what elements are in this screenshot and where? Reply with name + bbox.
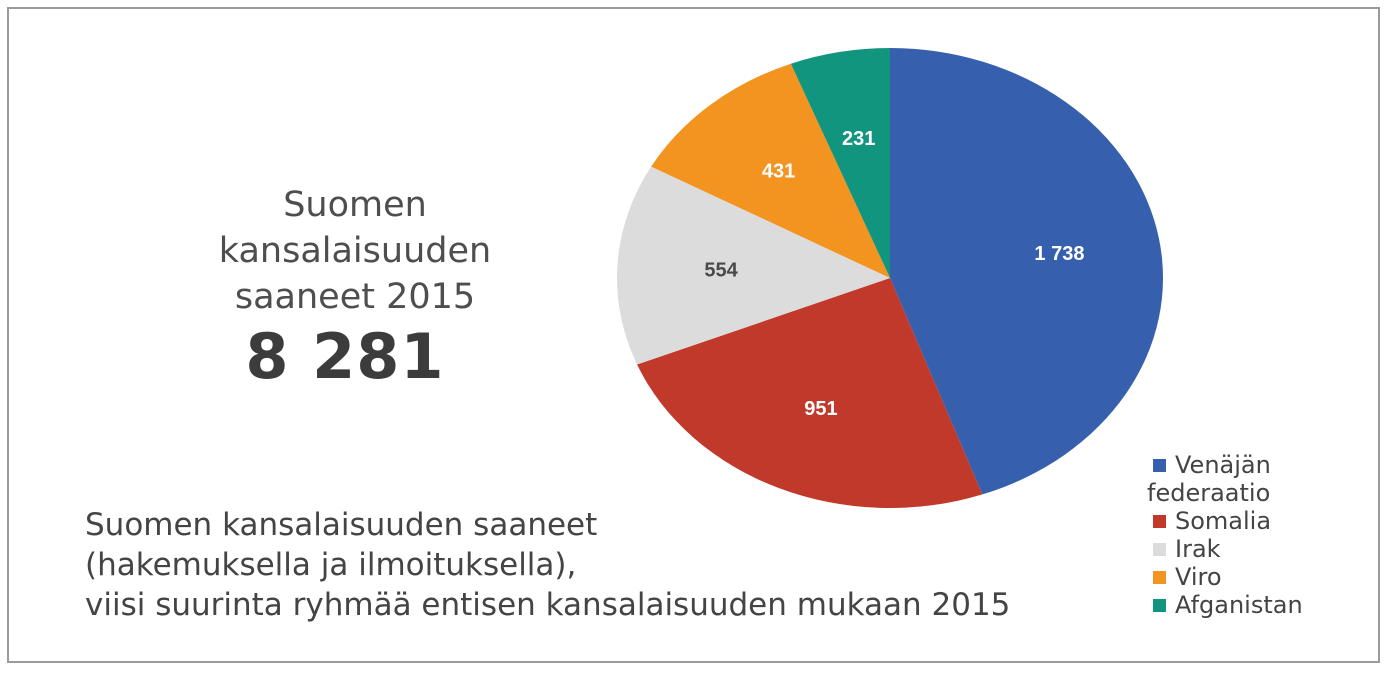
legend-label: Venäjän	[1175, 451, 1271, 479]
caption-line-1: Suomen kansalaisuuden saaneet	[85, 507, 598, 543]
pie-slice-label-1: 951	[804, 398, 837, 420]
pie-slice-2	[617, 166, 890, 365]
caption: Suomen kansalaisuuden saaneet (hakemukse…	[85, 505, 1010, 625]
headline-line-1: Suomen	[283, 185, 427, 225]
legend-swatch	[1153, 515, 1166, 528]
legend-swatch	[1153, 459, 1166, 472]
pie-slice-4	[790, 48, 890, 278]
legend-label: Viro	[1175, 563, 1222, 591]
legend-swatch	[1153, 543, 1166, 556]
pie-slice-label-4: 231	[842, 128, 875, 150]
legend-label: Afganistan	[1175, 591, 1303, 619]
pie-slice-label-2: 554	[704, 259, 738, 281]
legend-label: Irak	[1175, 535, 1221, 563]
pie-slice-label-0: 1 738	[1034, 243, 1084, 265]
legend-item-venaja-cont: federaatio	[1147, 479, 1303, 507]
legend-label: Somalia	[1175, 507, 1272, 535]
pie-slice-0	[890, 48, 1163, 495]
caption-line-3: viisi suurinta ryhmää entisen kansalaisu…	[85, 587, 1011, 623]
legend-label-cont: federaatio	[1147, 479, 1271, 507]
legend-swatch	[1153, 571, 1166, 584]
legend-item-irak: Irak	[1147, 535, 1303, 563]
legend: Venäjän federaatio Somalia Irak Viro Afg…	[1147, 451, 1303, 619]
legend-swatch	[1153, 599, 1166, 612]
headline-line-3: saaneet 2015	[234, 277, 476, 317]
pie-slice-3	[651, 63, 890, 278]
headline: Suomen kansalaisuuden saaneet 2015	[190, 182, 520, 320]
pie-slice-1	[637, 278, 983, 509]
caption-line-2: (hakemuksella ja ilmoituksella),	[85, 547, 577, 583]
pie-slice-label-3: 431	[762, 161, 795, 183]
legend-item-somalia: Somalia	[1147, 507, 1303, 535]
total-count: 8 281	[245, 320, 445, 393]
legend-item-venaja: Venäjän	[1147, 451, 1303, 479]
legend-item-viro: Viro	[1147, 563, 1303, 591]
legend-item-afganistan: Afganistan	[1147, 591, 1303, 619]
headline-line-2: kansalaisuuden	[218, 231, 492, 271]
